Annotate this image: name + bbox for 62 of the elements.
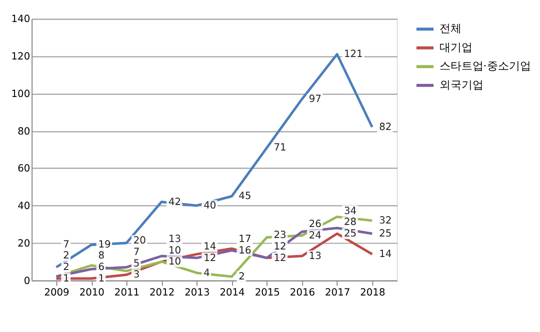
y-tick-label: 140 (11, 14, 30, 26)
y-tick-label: 120 (11, 52, 30, 63)
data-label: 8 (98, 250, 105, 262)
data-label: 4 (204, 268, 210, 279)
data-label: 71 (274, 142, 286, 154)
data-label: 10 (168, 256, 182, 268)
data-label: 32 (379, 216, 392, 226)
legend-label: 스타트업·중소기업 (439, 60, 531, 73)
data-label: 26 (308, 219, 322, 230)
data-label: 7 (63, 239, 70, 250)
x-tick-label: 2011 (114, 288, 140, 299)
data-label: 34 (344, 206, 357, 217)
x-tick-label: 2018 (360, 288, 386, 299)
x-tick-label: 2014 (220, 288, 245, 299)
x-tick-label: 2016 (290, 288, 316, 299)
data-label: 12 (204, 252, 216, 264)
y-tick-label: 60 (18, 164, 30, 175)
y-tick-label: 80 (18, 126, 30, 138)
data-label: 1 (98, 273, 105, 284)
data-label: 42 (168, 196, 182, 208)
data-label: 14 (379, 249, 392, 260)
data-label: 16 (238, 245, 252, 256)
x-tick-label: 2009 (44, 288, 70, 299)
legend-label: 외국기업 (439, 78, 484, 92)
y-tick-label: 100 (11, 88, 30, 100)
data-label: 14 (204, 242, 216, 253)
data-label: 40 (204, 200, 216, 212)
data-label: 2 (63, 262, 70, 274)
y-tick-label: 40 (18, 201, 30, 212)
x-tick-label: 2010 (79, 288, 104, 299)
y-tick-label: 0 (24, 276, 30, 287)
data-label: 12 (274, 242, 286, 253)
data-label: 12 (274, 252, 286, 264)
data-label: 24 (308, 230, 322, 242)
data-label: 6 (98, 262, 105, 274)
data-label: 25 (344, 228, 357, 240)
data-label: 13 (168, 234, 182, 245)
data-label: 5 (133, 258, 140, 270)
data-label: 45 (238, 191, 252, 202)
legend-label: 전체 (439, 22, 462, 36)
data-label: 1 (63, 273, 70, 284)
data-label: 23 (274, 230, 286, 242)
x-tick-label: 2012 (150, 288, 175, 299)
data-label: 121 (344, 49, 363, 60)
x-tick-label: 2013 (184, 288, 210, 299)
data-label: 13 (308, 251, 322, 262)
x-tick-label: 2017 (325, 288, 350, 299)
data-label: 97 (308, 94, 322, 106)
data-label: 10 (168, 245, 182, 256)
data-label: 3 (133, 270, 140, 281)
data-label: 7 (133, 246, 140, 258)
data-label: 17 (238, 234, 252, 246)
y-tick-label: 20 (18, 238, 30, 250)
data-label: 2 (238, 272, 245, 283)
x-tick-label: 2015 (254, 288, 280, 299)
data-label: 20 (133, 236, 146, 247)
data-label: 25 (379, 228, 392, 240)
data-label: 28 (344, 217, 357, 228)
data-label: 82 (379, 122, 392, 134)
data-label: 2 (63, 250, 70, 262)
data-label: 19 (98, 239, 111, 250)
legend-label: 대기업 (439, 40, 472, 54)
